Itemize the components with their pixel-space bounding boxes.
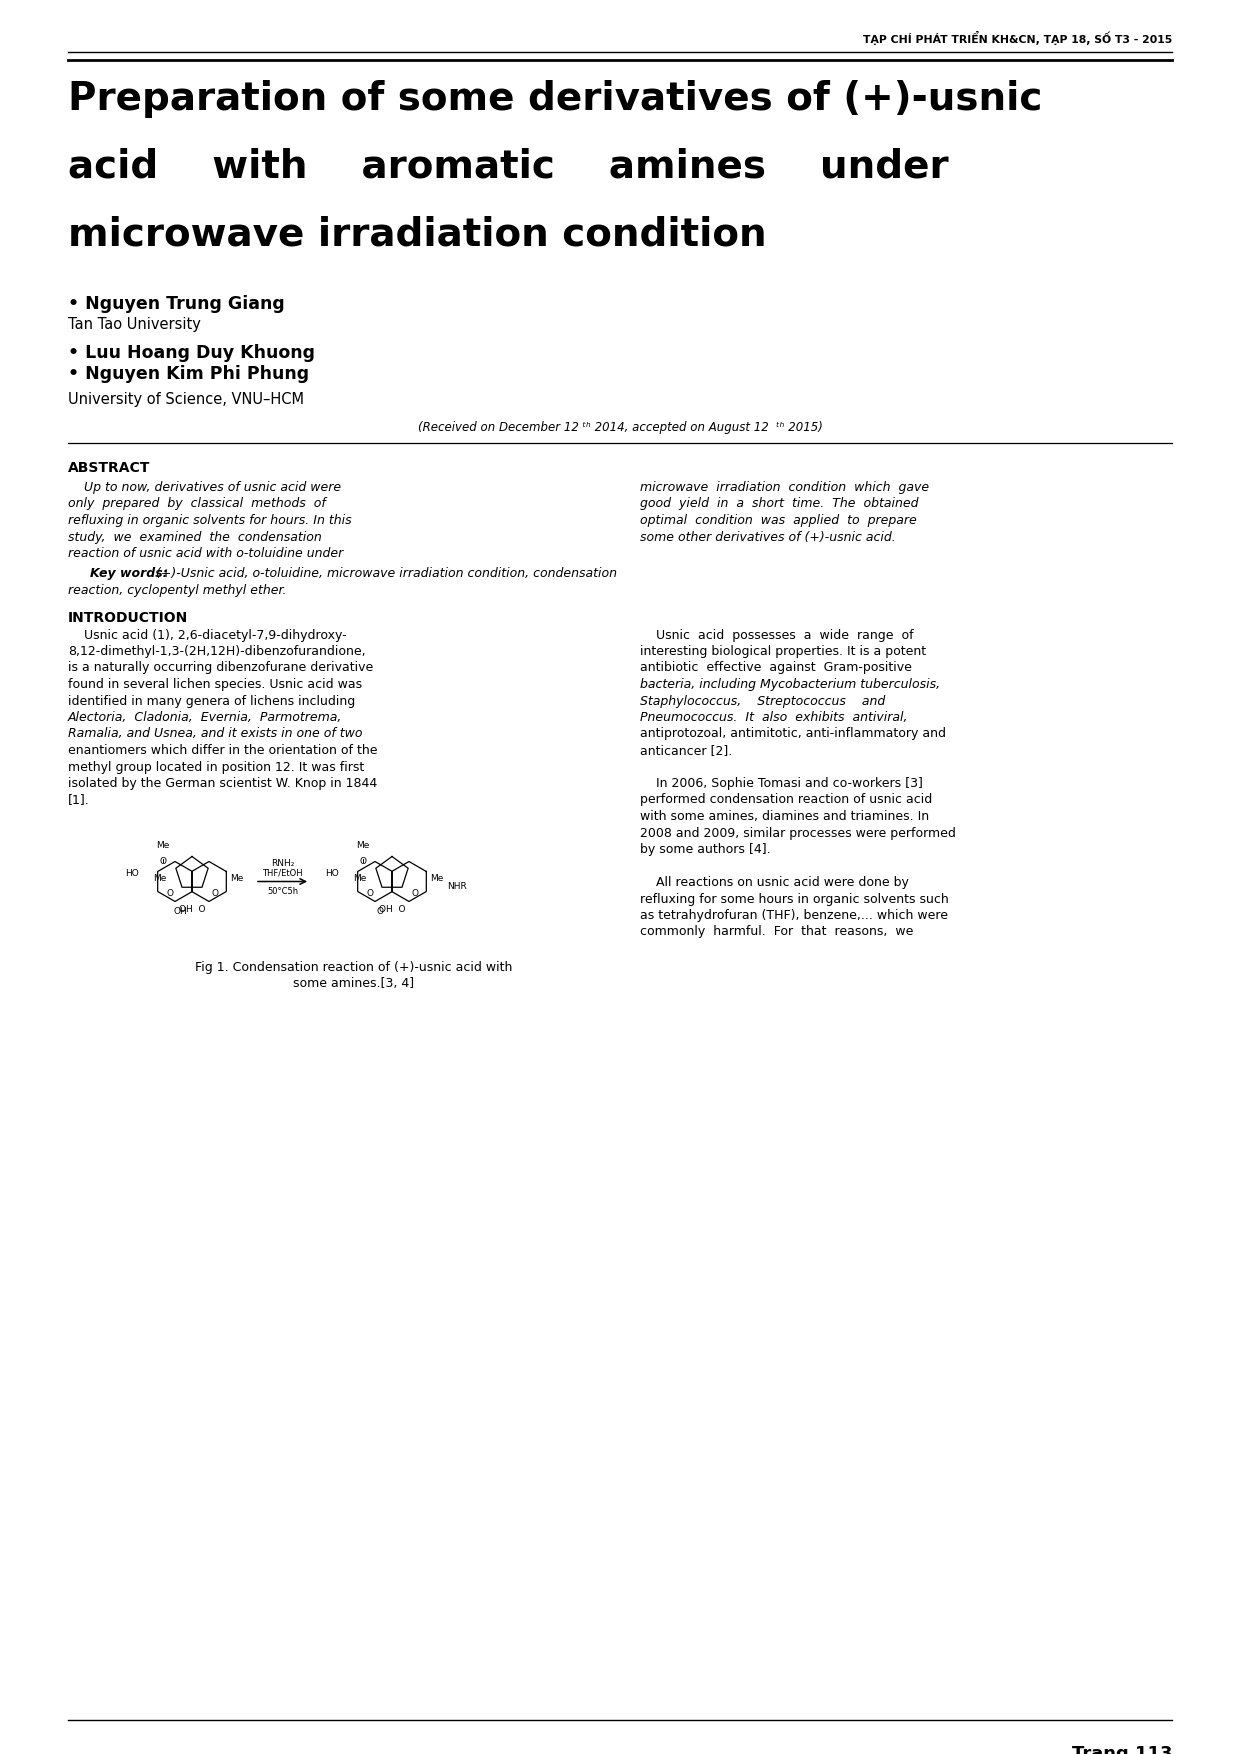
Text: THF/EtOH: THF/EtOH bbox=[262, 868, 303, 877]
Text: All reactions on usnic acid were done by: All reactions on usnic acid were done by bbox=[640, 875, 909, 889]
Text: identified in many genera of lichens including: identified in many genera of lichens inc… bbox=[68, 695, 355, 707]
Text: Tan Tao University: Tan Tao University bbox=[68, 317, 201, 332]
Text: NHR: NHR bbox=[446, 882, 466, 891]
Text: Staphylococcus,    Streptococcus    and: Staphylococcus, Streptococcus and bbox=[640, 695, 885, 707]
Text: Me: Me bbox=[229, 873, 243, 882]
Text: O: O bbox=[212, 889, 218, 898]
Text: • Nguyen Trung Giang: • Nguyen Trung Giang bbox=[68, 295, 285, 312]
Text: interesting biological properties. It is a potent: interesting biological properties. It is… bbox=[640, 645, 926, 658]
Text: HO: HO bbox=[125, 868, 139, 879]
Text: methyl group located in position 12. It was first: methyl group located in position 12. It … bbox=[68, 761, 365, 774]
Text: 50°C5h: 50°C5h bbox=[267, 888, 298, 896]
Text: good  yield  in  a  short  time.  The  obtained: good yield in a short time. The obtained bbox=[640, 498, 919, 510]
Text: Me: Me bbox=[154, 873, 167, 882]
Text: Fig 1. Condensation reaction of (+)-usnic acid with: Fig 1. Condensation reaction of (+)-usni… bbox=[196, 961, 512, 975]
Text: [1].: [1]. bbox=[68, 793, 89, 807]
Text: O: O bbox=[160, 858, 166, 866]
Text: some other derivatives of (+)-usnic acid.: some other derivatives of (+)-usnic acid… bbox=[640, 530, 895, 544]
Text: O: O bbox=[166, 889, 174, 898]
Text: antiprotozoal, antimitotic, anti-inflammatory and: antiprotozoal, antimitotic, anti-inflamm… bbox=[640, 728, 946, 740]
Text: Me: Me bbox=[430, 873, 444, 882]
Text: isolated by the German scientist W. Knop in 1844: isolated by the German scientist W. Knop… bbox=[68, 777, 377, 789]
Text: 2008 and 2009, similar processes were performed: 2008 and 2009, similar processes were pe… bbox=[640, 826, 956, 840]
Text: Ramalia, and Usnea, and it exists in one of two: Ramalia, and Usnea, and it exists in one… bbox=[68, 728, 362, 740]
Text: 8,12-dimethyl-1,3-(2H,12H)-dibenzofurandione,: 8,12-dimethyl-1,3-(2H,12H)-dibenzofurand… bbox=[68, 645, 366, 658]
Text: antibiotic  effective  against  Gram-positive: antibiotic effective against Gram-positi… bbox=[640, 661, 911, 675]
Text: O: O bbox=[377, 907, 383, 916]
Text: O: O bbox=[367, 889, 373, 898]
Text: Alectoria,  Cladonia,  Evernia,  Parmotrema,: Alectoria, Cladonia, Evernia, Parmotrema… bbox=[68, 710, 342, 724]
Text: microwave irradiation condition: microwave irradiation condition bbox=[68, 216, 766, 254]
Text: University of Science, VNU–HCM: University of Science, VNU–HCM bbox=[68, 391, 304, 407]
Text: Me: Me bbox=[356, 840, 370, 849]
Text: is a naturally occurring dibenzofurane derivative: is a naturally occurring dibenzofurane d… bbox=[68, 661, 373, 675]
Text: (+)-Usnic acid, o-toluidine, microwave irradiation condition, condensation: (+)-Usnic acid, o-toluidine, microwave i… bbox=[153, 568, 618, 581]
Text: anticancer [2].: anticancer [2]. bbox=[640, 744, 733, 758]
Text: performed condensation reaction of usnic acid: performed condensation reaction of usnic… bbox=[640, 793, 932, 807]
Text: study,  we  examined  the  condensation: study, we examined the condensation bbox=[68, 530, 321, 544]
Text: In 2006, Sophie Tomasi and co-workers [3]: In 2006, Sophie Tomasi and co-workers [3… bbox=[640, 777, 923, 789]
Text: commonly  harmful.  For  that  reasons,  we: commonly harmful. For that reasons, we bbox=[640, 926, 914, 938]
Text: by some authors [4].: by some authors [4]. bbox=[640, 844, 770, 856]
Text: microwave  irradiation  condition  which  gave: microwave irradiation condition which ga… bbox=[640, 481, 929, 495]
Text: only  prepared  by  classical  methods  of: only prepared by classical methods of bbox=[68, 498, 326, 510]
Text: with some amines, diamines and triamines. In: with some amines, diamines and triamines… bbox=[640, 810, 929, 823]
Text: Preparation of some derivatives of (+)-usnic: Preparation of some derivatives of (+)-u… bbox=[68, 81, 1043, 118]
Text: OH  O: OH O bbox=[378, 905, 405, 914]
Text: ABSTRACT: ABSTRACT bbox=[68, 461, 150, 475]
Text: optimal  condition  was  applied  to  prepare: optimal condition was applied to prepare bbox=[640, 514, 916, 526]
Text: TẠP CHÍ PHÁT TRIỂN KH&CN, TẠP 18, SỐ T3 - 2015: TẠP CHÍ PHÁT TRIỂN KH&CN, TẠP 18, SỐ T3 … bbox=[863, 32, 1172, 46]
Text: • Nguyen Kim Phi Phung: • Nguyen Kim Phi Phung bbox=[68, 365, 309, 382]
Text: reaction of usnic acid with o-toluidine under: reaction of usnic acid with o-toluidine … bbox=[68, 547, 343, 560]
Text: bacteria, including Mycobacterium tuberculosis,: bacteria, including Mycobacterium tuberc… bbox=[640, 679, 940, 691]
Text: • Luu Hoang Duy Khuong: • Luu Hoang Duy Khuong bbox=[68, 344, 315, 361]
Text: RNH₂: RNH₂ bbox=[270, 858, 294, 868]
Text: (Received on December 12 ᵗʰ 2014, accepted on August 12  ᵗʰ 2015): (Received on December 12 ᵗʰ 2014, accept… bbox=[418, 421, 822, 433]
Text: Me: Me bbox=[156, 840, 170, 849]
Text: Up to now, derivatives of usnic acid were: Up to now, derivatives of usnic acid wer… bbox=[68, 481, 341, 495]
Text: as tetrahydrofuran (THF), benzene,... which were: as tetrahydrofuran (THF), benzene,... wh… bbox=[640, 909, 949, 923]
Text: refluxing in organic solvents for hours. In this: refluxing in organic solvents for hours.… bbox=[68, 514, 352, 526]
Text: Key words:: Key words: bbox=[91, 568, 167, 581]
Text: INTRODUCTION: INTRODUCTION bbox=[68, 610, 188, 624]
Text: reaction, cyclopentyl methyl ether.: reaction, cyclopentyl methyl ether. bbox=[68, 584, 286, 596]
Text: Trang 113: Trang 113 bbox=[1071, 1745, 1172, 1754]
Text: HO: HO bbox=[325, 868, 339, 879]
Text: acid    with    aromatic    amines    under: acid with aromatic amines under bbox=[68, 147, 949, 186]
Text: Usnic  acid  possesses  a  wide  range  of: Usnic acid possesses a wide range of bbox=[640, 628, 914, 642]
Text: O: O bbox=[412, 889, 419, 898]
Text: some amines.[3, 4]: some amines.[3, 4] bbox=[294, 977, 414, 991]
Text: O: O bbox=[360, 858, 367, 866]
Text: found in several lichen species. Usnic acid was: found in several lichen species. Usnic a… bbox=[68, 679, 362, 691]
Text: enantiomers which differ in the orientation of the: enantiomers which differ in the orientat… bbox=[68, 744, 377, 758]
Text: Pneumococcus.  It  also  exhibits  antiviral,: Pneumococcus. It also exhibits antiviral… bbox=[640, 710, 908, 724]
Text: Usnic acid (1), 2,6-diacetyl-7,9-dihydroxy-: Usnic acid (1), 2,6-diacetyl-7,9-dihydro… bbox=[68, 628, 347, 642]
Text: OH  O: OH O bbox=[179, 905, 206, 914]
Text: Me: Me bbox=[353, 873, 367, 882]
Text: refluxing for some hours in organic solvents such: refluxing for some hours in organic solv… bbox=[640, 893, 949, 905]
Text: OH: OH bbox=[174, 907, 187, 916]
